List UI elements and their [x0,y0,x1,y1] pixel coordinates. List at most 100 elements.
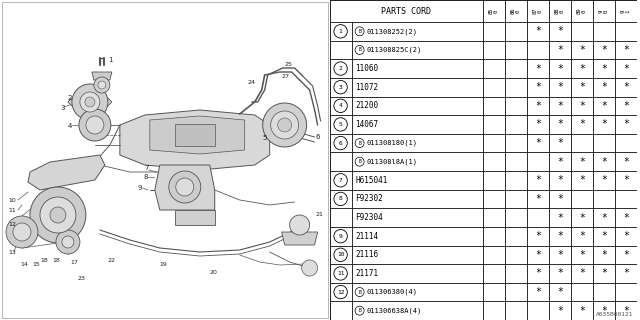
Circle shape [6,216,38,248]
Bar [351,301,483,320]
Text: *: * [535,268,541,278]
Text: 21171: 21171 [356,269,379,278]
Text: *: * [535,64,541,74]
Polygon shape [155,165,215,210]
Text: 22: 22 [108,258,116,262]
Bar [330,283,351,301]
Bar [615,152,637,171]
Circle shape [85,97,95,107]
Bar [571,283,593,301]
Text: 18: 18 [40,258,48,262]
Bar [483,264,505,283]
Text: 23: 23 [78,276,86,281]
Bar [615,190,637,208]
Text: 6: 6 [339,140,342,146]
Text: *: * [557,287,563,297]
Circle shape [290,215,310,235]
Text: 011308252(2): 011308252(2) [367,28,418,35]
Circle shape [355,306,364,315]
Text: B: B [358,308,361,313]
Text: *: * [557,138,563,148]
Polygon shape [175,124,215,146]
Polygon shape [2,2,328,318]
Text: *: * [535,82,541,92]
Bar [548,134,571,152]
Text: *: * [623,119,628,129]
Bar [351,245,483,264]
Text: 19: 19 [160,262,168,268]
Circle shape [94,77,110,93]
Text: 10: 10 [8,197,16,203]
Bar [527,171,548,190]
Bar [571,245,593,264]
Text: *: * [579,268,585,278]
Bar [527,78,548,97]
Text: *: * [623,101,628,111]
Text: *: * [557,45,563,55]
Text: *: * [623,64,628,74]
Bar [548,208,571,227]
Bar [548,171,571,190]
Text: 1: 1 [339,29,342,34]
Bar [351,41,483,59]
Bar [571,227,593,245]
Text: *: * [601,306,607,316]
Polygon shape [68,98,112,106]
Bar [615,97,637,115]
Bar [483,97,505,115]
Text: 4: 4 [68,123,72,129]
Text: *: * [579,101,585,111]
Text: *: * [557,306,563,316]
Bar [351,227,483,245]
Bar [330,152,351,171]
Bar [548,227,571,245]
Text: B: B [358,47,361,52]
Text: 12: 12 [8,222,16,228]
Text: 7: 7 [145,165,149,171]
Text: 011308l8A(1): 011308l8A(1) [367,158,418,165]
Bar [527,59,548,78]
Text: *: * [535,175,541,185]
Bar [330,115,351,134]
Bar [548,301,571,320]
Bar [615,22,637,41]
Text: *: * [579,119,585,129]
Circle shape [334,229,348,243]
Bar [483,208,505,227]
Text: 5: 5 [339,122,342,127]
Bar [330,78,351,97]
Bar [593,59,615,78]
Bar [593,245,615,264]
Bar [505,227,527,245]
Bar [330,134,351,152]
Bar [505,97,527,115]
Polygon shape [150,116,244,154]
Text: 8: 8 [339,196,342,201]
Text: 011308180(1): 011308180(1) [367,140,418,146]
Bar [615,264,637,283]
Text: 1: 1 [108,57,113,63]
Bar [351,264,483,283]
Text: 11: 11 [337,271,344,276]
Bar [615,245,637,264]
Bar [351,152,483,171]
Text: *: * [557,268,563,278]
Bar [505,208,527,227]
Circle shape [262,103,307,147]
Bar [571,22,593,41]
Circle shape [334,25,348,38]
Text: *: * [579,250,585,260]
Text: 3: 3 [60,105,65,111]
Bar [527,227,548,245]
Bar [593,171,615,190]
Bar [527,301,548,320]
Text: 14067: 14067 [356,120,379,129]
Text: 10: 10 [337,252,344,257]
Text: 14: 14 [20,262,28,268]
Bar [571,134,593,152]
Bar [548,283,571,301]
Text: *: * [623,157,628,167]
Text: *: * [601,119,607,129]
Circle shape [334,62,348,75]
Text: *: * [535,138,541,148]
